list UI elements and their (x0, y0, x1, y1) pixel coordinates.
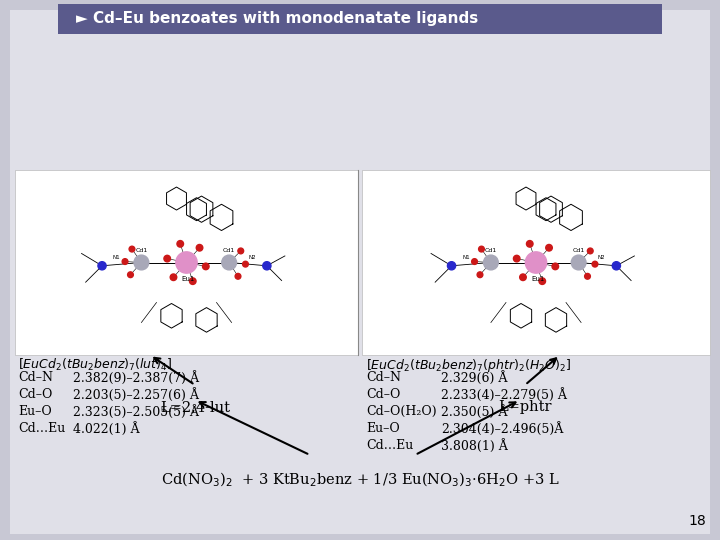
Text: N1: N1 (462, 255, 470, 260)
Text: N1: N1 (113, 255, 121, 260)
Circle shape (98, 262, 106, 270)
Text: Cd1: Cd1 (135, 248, 148, 253)
Circle shape (539, 278, 546, 285)
Circle shape (520, 274, 526, 280)
Circle shape (526, 240, 533, 247)
Circle shape (176, 252, 197, 273)
Circle shape (243, 261, 248, 267)
Text: L=phtr: L=phtr (498, 400, 552, 414)
Text: Cd1: Cd1 (485, 248, 497, 253)
Text: 2.382(9)–2.387(7) Å: 2.382(9)–2.387(7) Å (73, 371, 199, 385)
Circle shape (235, 273, 241, 279)
Circle shape (127, 272, 133, 278)
Bar (15, 170, 358, 355)
Text: ► Cd–Eu benzoates with monodenatate ligands: ► Cd–Eu benzoates with monodenatate liga… (76, 11, 478, 26)
Text: Cd–O: Cd–O (366, 388, 400, 401)
Text: Cd…Eu: Cd…Eu (366, 439, 413, 452)
Text: Cd–N: Cd–N (18, 371, 53, 384)
Text: $\mathit{[EuCd_2(tBu_2benz)_7(lut)_4]}$: $\mathit{[EuCd_2(tBu_2benz)_7(lut)_4]}$ (18, 357, 172, 373)
Circle shape (546, 245, 552, 251)
Text: L=2,4-lut: L=2,4-lut (160, 400, 230, 414)
Circle shape (571, 255, 586, 270)
Circle shape (472, 259, 477, 265)
Text: Cd–N: Cd–N (366, 371, 401, 384)
Bar (58, 4, 662, 34)
Circle shape (263, 262, 271, 270)
Circle shape (484, 255, 498, 270)
Text: N2: N2 (248, 255, 256, 260)
Text: 2.233(4)–2.279(5) Å: 2.233(4)–2.279(5) Å (441, 388, 567, 402)
Circle shape (479, 246, 485, 252)
Bar (362, 170, 710, 355)
Circle shape (447, 262, 456, 270)
Text: $\mathit{[EuCd_2(tBu_2benz)_7(phtr)_2(H_2O)_2]}$: $\mathit{[EuCd_2(tBu_2benz)_7(phtr)_2(H_… (366, 357, 571, 374)
Text: 2.350(5) Å: 2.350(5) Å (441, 405, 508, 419)
Circle shape (238, 248, 243, 254)
Text: Cd1: Cd1 (572, 248, 585, 253)
Circle shape (592, 261, 598, 267)
Circle shape (177, 240, 184, 247)
Circle shape (129, 246, 135, 252)
Circle shape (197, 245, 203, 251)
Text: 4.022(1) Å: 4.022(1) Å (73, 422, 140, 436)
Text: 2.304(4)–2.496(5)Å: 2.304(4)–2.496(5)Å (441, 422, 563, 436)
Text: 2.323(5)–2.505(5) Å: 2.323(5)–2.505(5) Å (73, 405, 199, 419)
Text: Eu1: Eu1 (531, 275, 545, 282)
Circle shape (552, 263, 559, 269)
Text: Cd1: Cd1 (223, 248, 235, 253)
Circle shape (134, 255, 149, 270)
Circle shape (526, 252, 546, 273)
Text: Cd–O(H₂O): Cd–O(H₂O) (366, 405, 436, 418)
Text: Cd(NO$_3$)$_2$  + 3 KtBu$_2$benz + 1/3 Eu(NO$_3$)$_3$·6H$_2$O +3 L: Cd(NO$_3$)$_2$ + 3 KtBu$_2$benz + 1/3 Eu… (161, 471, 559, 489)
Circle shape (477, 272, 483, 278)
Text: Eu–O: Eu–O (18, 405, 52, 418)
Text: Cd–O: Cd–O (18, 388, 53, 401)
Circle shape (588, 248, 593, 254)
Text: Eu–O: Eu–O (366, 422, 400, 435)
Circle shape (122, 259, 128, 265)
Circle shape (164, 255, 171, 262)
Circle shape (189, 278, 196, 285)
Circle shape (170, 274, 176, 280)
Text: 2.203(5)–2.257(6) Å: 2.203(5)–2.257(6) Å (73, 388, 199, 402)
Text: Cd…Eu: Cd…Eu (18, 422, 66, 435)
Circle shape (585, 273, 590, 279)
Text: N2: N2 (598, 255, 606, 260)
Circle shape (612, 262, 621, 270)
Text: 3.808(1) Å: 3.808(1) Å (441, 439, 508, 453)
Circle shape (222, 255, 236, 270)
Text: Eu1: Eu1 (182, 275, 195, 282)
Circle shape (513, 255, 520, 262)
Text: 2.329(6) Å: 2.329(6) Å (441, 371, 508, 385)
Circle shape (202, 263, 209, 269)
Text: 18: 18 (688, 514, 706, 528)
